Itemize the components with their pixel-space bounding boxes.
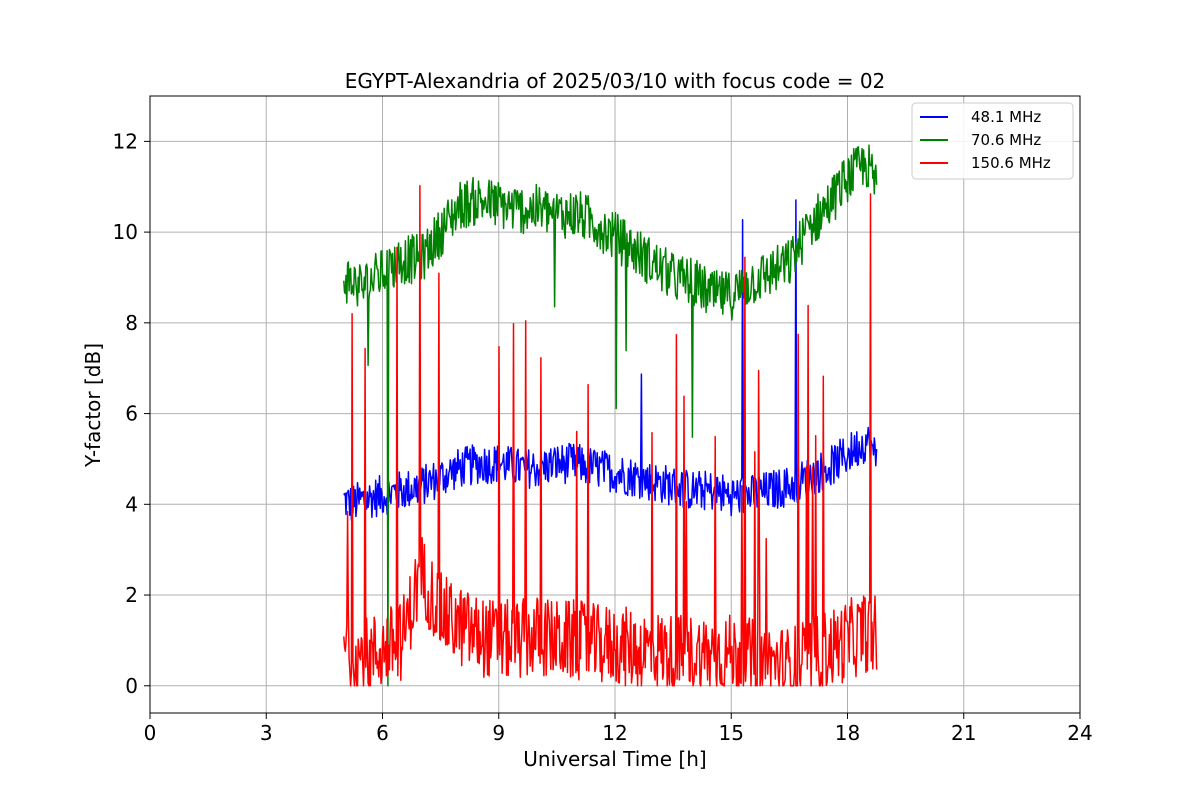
- x-tick-label: 21: [951, 721, 976, 745]
- y-tick-label: 6: [125, 402, 138, 426]
- x-tick-label: 0: [144, 721, 157, 745]
- x-tick-label: 15: [719, 721, 744, 745]
- x-tick-label: 6: [376, 721, 389, 745]
- legend-label: 150.6 MHz: [971, 154, 1051, 172]
- x-tick-label: 24: [1067, 721, 1092, 745]
- chart-title: EGYPT-Alexandria of 2025/03/10 with focu…: [345, 69, 886, 93]
- legend-label: 70.6 MHz: [971, 131, 1041, 149]
- plot-series: [343, 144, 878, 687]
- legend: 48.1 MHz 70.6 MHz 150.6 MHz: [911, 102, 1074, 180]
- series-line: [343, 184, 878, 687]
- x-tick-label: 12: [602, 721, 627, 745]
- y-tick-label: 0: [125, 674, 138, 698]
- y-tick-label: 8: [125, 311, 138, 335]
- x-tick-label: 9: [492, 721, 505, 745]
- y-tick-label: 2: [125, 583, 138, 607]
- x-tick-label: 18: [835, 721, 860, 745]
- x-tick-label: 3: [260, 721, 273, 745]
- series-line: [343, 199, 878, 521]
- y-tick-label: 10: [113, 220, 138, 244]
- legend-label: 48.1 MHz: [971, 108, 1041, 126]
- legend-box: [911, 102, 1074, 180]
- series-line: [343, 144, 878, 687]
- y-tick-label: 12: [113, 129, 138, 153]
- y-axis-label: Y-factor [dB]: [81, 343, 105, 468]
- y-tick-label: 4: [125, 492, 138, 516]
- x-axis-label: Universal Time [h]: [523, 747, 706, 771]
